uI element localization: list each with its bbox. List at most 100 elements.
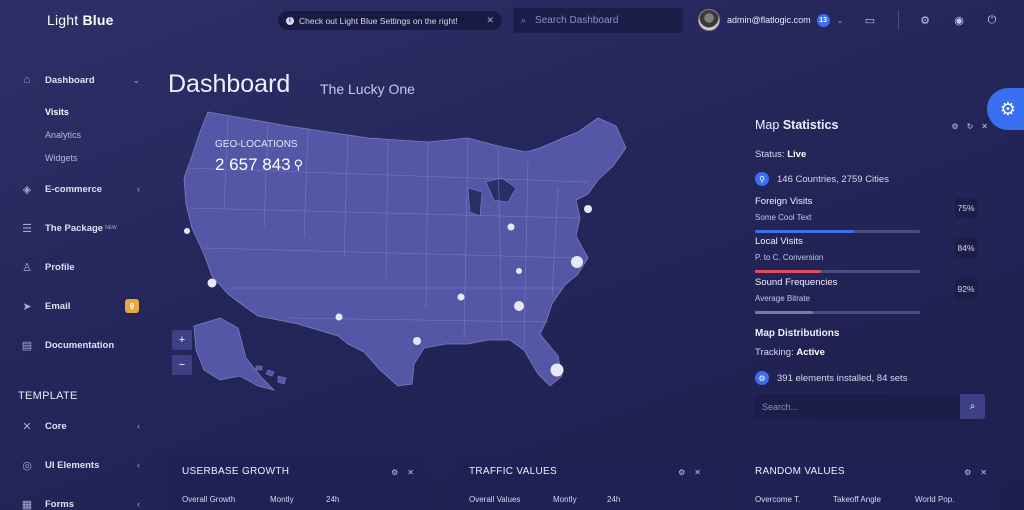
chevron-left-icon: ‹ <box>137 184 140 194</box>
sidebar-item-label: E-commerce <box>45 183 103 195</box>
widget-columns: Overall Values Montly 24h <box>469 495 620 504</box>
location-icon: ⚲ <box>755 172 769 186</box>
usa-mainland-shape <box>183 111 627 387</box>
metric-description: P. to C. Conversion <box>755 253 824 262</box>
metric-name: Sound Frequencies <box>755 277 838 288</box>
refresh-icon[interactable]: ↻ <box>966 122 974 131</box>
state-borders <box>187 117 589 349</box>
sidebar-subitem-widgets[interactable]: Widgets <box>45 153 78 163</box>
cart-icon: ◈ <box>22 183 32 196</box>
gear-icon[interactable]: ⚙ <box>951 122 959 131</box>
search-icon: ⌕ <box>969 401 976 412</box>
us-map[interactable] <box>168 108 648 408</box>
sidebar-item-ecommerce[interactable]: ◈ E-commerce ‹ <box>20 179 145 199</box>
search-input[interactable]: ⌕ Search Dashboard <box>513 8 683 33</box>
widget-title: RANDOM VALUES <box>755 466 845 477</box>
widget-tools: ⚙ ✕ <box>964 468 987 477</box>
gear-icon[interactable]: ⚙ <box>391 468 399 477</box>
send-icon: ➤ <box>22 300 32 313</box>
map-statistics-panel: Map Statistics ⚙ ↻ ✕ Status: Live ⚲ 146 … <box>755 118 990 419</box>
section-label-template: TEMPLATE <box>18 390 78 402</box>
close-icon[interactable]: ✕ <box>980 468 987 477</box>
chevron-down-icon: ⌄ <box>836 15 844 25</box>
sidebar-item-label: Forms <box>45 498 75 510</box>
alert-text: Check out Light Blue Settings on the rig… <box>299 15 458 26</box>
document-icon: ▤ <box>21 339 33 352</box>
search-icon: ⌕ <box>521 15 527 25</box>
widget-columns: Overall Growth Montly 24h <box>182 495 339 504</box>
progress-bar <box>755 230 920 233</box>
close-icon[interactable]: ✕ <box>694 468 701 477</box>
zoom-out-button[interactable]: − <box>172 355 192 375</box>
map-statistics-title: Map Statistics <box>755 118 990 132</box>
user-menu[interactable]: admin@flatlogic.com 13 ⌄ <box>698 9 843 31</box>
sidebar-item-email[interactable]: ➤ Email 9 <box>20 296 145 316</box>
sidebar-item-label: UI Elements <box>45 459 100 471</box>
close-icon[interactable]: ✕ <box>981 122 988 131</box>
metric-name: Foreign Visits <box>755 196 813 207</box>
close-icon[interactable]: ✕ <box>486 15 494 25</box>
top-navbar: i Check out Light Blue Settings on the r… <box>155 0 1024 40</box>
layers-icon: ◎ <box>22 459 32 472</box>
gear-icon[interactable]: ⚙ <box>678 468 686 477</box>
column-label: World Pop. <box>915 495 955 504</box>
widget-userbase-growth: USERBASE GROWTH ⚙ ✕ Overall Growth Montly… <box>168 457 426 510</box>
map-marker <box>514 301 524 311</box>
close-icon[interactable]: ✕ <box>407 468 414 477</box>
sidebar-item-label: Documentation <box>45 339 115 351</box>
column-label: Montly <box>553 495 577 504</box>
map-markers <box>184 205 592 377</box>
column-label: 24h <box>326 495 340 504</box>
status-value: Live <box>787 149 807 160</box>
globe-icon[interactable]: ◉ <box>954 14 964 27</box>
map-marker <box>335 313 343 321</box>
metric-percent: 84% <box>955 238 977 258</box>
map-marker <box>571 256 583 268</box>
metric-description: Some Cool Text <box>755 213 812 222</box>
widget-random-values: RANDOM VALUES ⚙ ✕ Overcome T. Takeoff Ang… <box>741 457 999 510</box>
sidebar-item-documentation[interactable]: ▤ Documentation <box>20 335 145 355</box>
settings-toggle-button[interactable]: ⚙ <box>987 88 1024 130</box>
progress-fill <box>755 230 854 233</box>
map-distributions-title: Map Distributions <box>755 328 840 339</box>
progress-fill <box>755 270 821 273</box>
map-marker <box>584 205 592 213</box>
column-label: 24h <box>607 495 621 504</box>
messages-icon[interactable]: ▭ <box>864 14 876 27</box>
progress-bar <box>755 270 920 273</box>
sidebar-item-ui-elements[interactable]: ◎ UI Elements ‹ <box>20 455 145 475</box>
stats-title-bold: Statistics <box>782 118 839 132</box>
stats-title-light: Map <box>755 118 780 132</box>
column-label: Overall Values <box>469 495 521 504</box>
metric-foreign-visits: Foreign Visits Some Cool Text 75% <box>755 196 985 233</box>
column-label: Takeoff Angle <box>833 495 881 504</box>
sidebar-item-the-package[interactable]: ☰ The Package NEW <box>20 218 145 238</box>
sidebar-subitem-visits[interactable]: Visits <box>45 107 69 117</box>
map-marker <box>507 223 515 231</box>
stats-search: Search... ⌕ <box>755 394 985 419</box>
settings-alert: i Check out Light Blue Settings on the r… <box>278 11 502 30</box>
info-icon: i <box>286 16 294 25</box>
widget-title: TRAFFIC VALUES <box>469 466 557 477</box>
sidebar-subitem-analytics[interactable]: Analytics <box>45 130 82 140</box>
gear-icon: ⚙ <box>755 371 769 385</box>
page-subtitle: The Lucky One <box>320 81 415 97</box>
stats-search-button[interactable]: ⌕ <box>960 394 985 419</box>
sidebar-item-profile[interactable]: ♙ Profile <box>20 257 145 277</box>
progress-fill <box>755 311 813 314</box>
brand-logo[interactable]: Light Blue <box>47 12 114 28</box>
geo-locations-number: 2 657 843 <box>215 155 291 174</box>
sidebar-item-forms[interactable]: ▦ Forms ‹ <box>20 494 145 510</box>
map-marker <box>184 228 190 234</box>
power-icon[interactable]: ⏻ <box>987 13 997 26</box>
sidebar-item-dashboard[interactable]: ⌂ Dashboard ⌄ <box>20 70 145 90</box>
zoom-in-button[interactable]: + <box>172 330 192 350</box>
widget-columns: Overcome T. Takeoff Angle World Pop. <box>755 495 954 504</box>
sidebar-item-core[interactable]: ✕ Core ‹ <box>20 416 145 436</box>
search-placeholder: Search Dashboard <box>535 15 619 26</box>
stats-search-input[interactable]: Search... <box>755 394 960 419</box>
status-line: Status: Live <box>755 149 806 160</box>
chevron-left-icon: ‹ <box>137 460 140 470</box>
gear-icon[interactable]: ⚙ <box>920 14 930 27</box>
gear-icon[interactable]: ⚙ <box>964 468 972 477</box>
